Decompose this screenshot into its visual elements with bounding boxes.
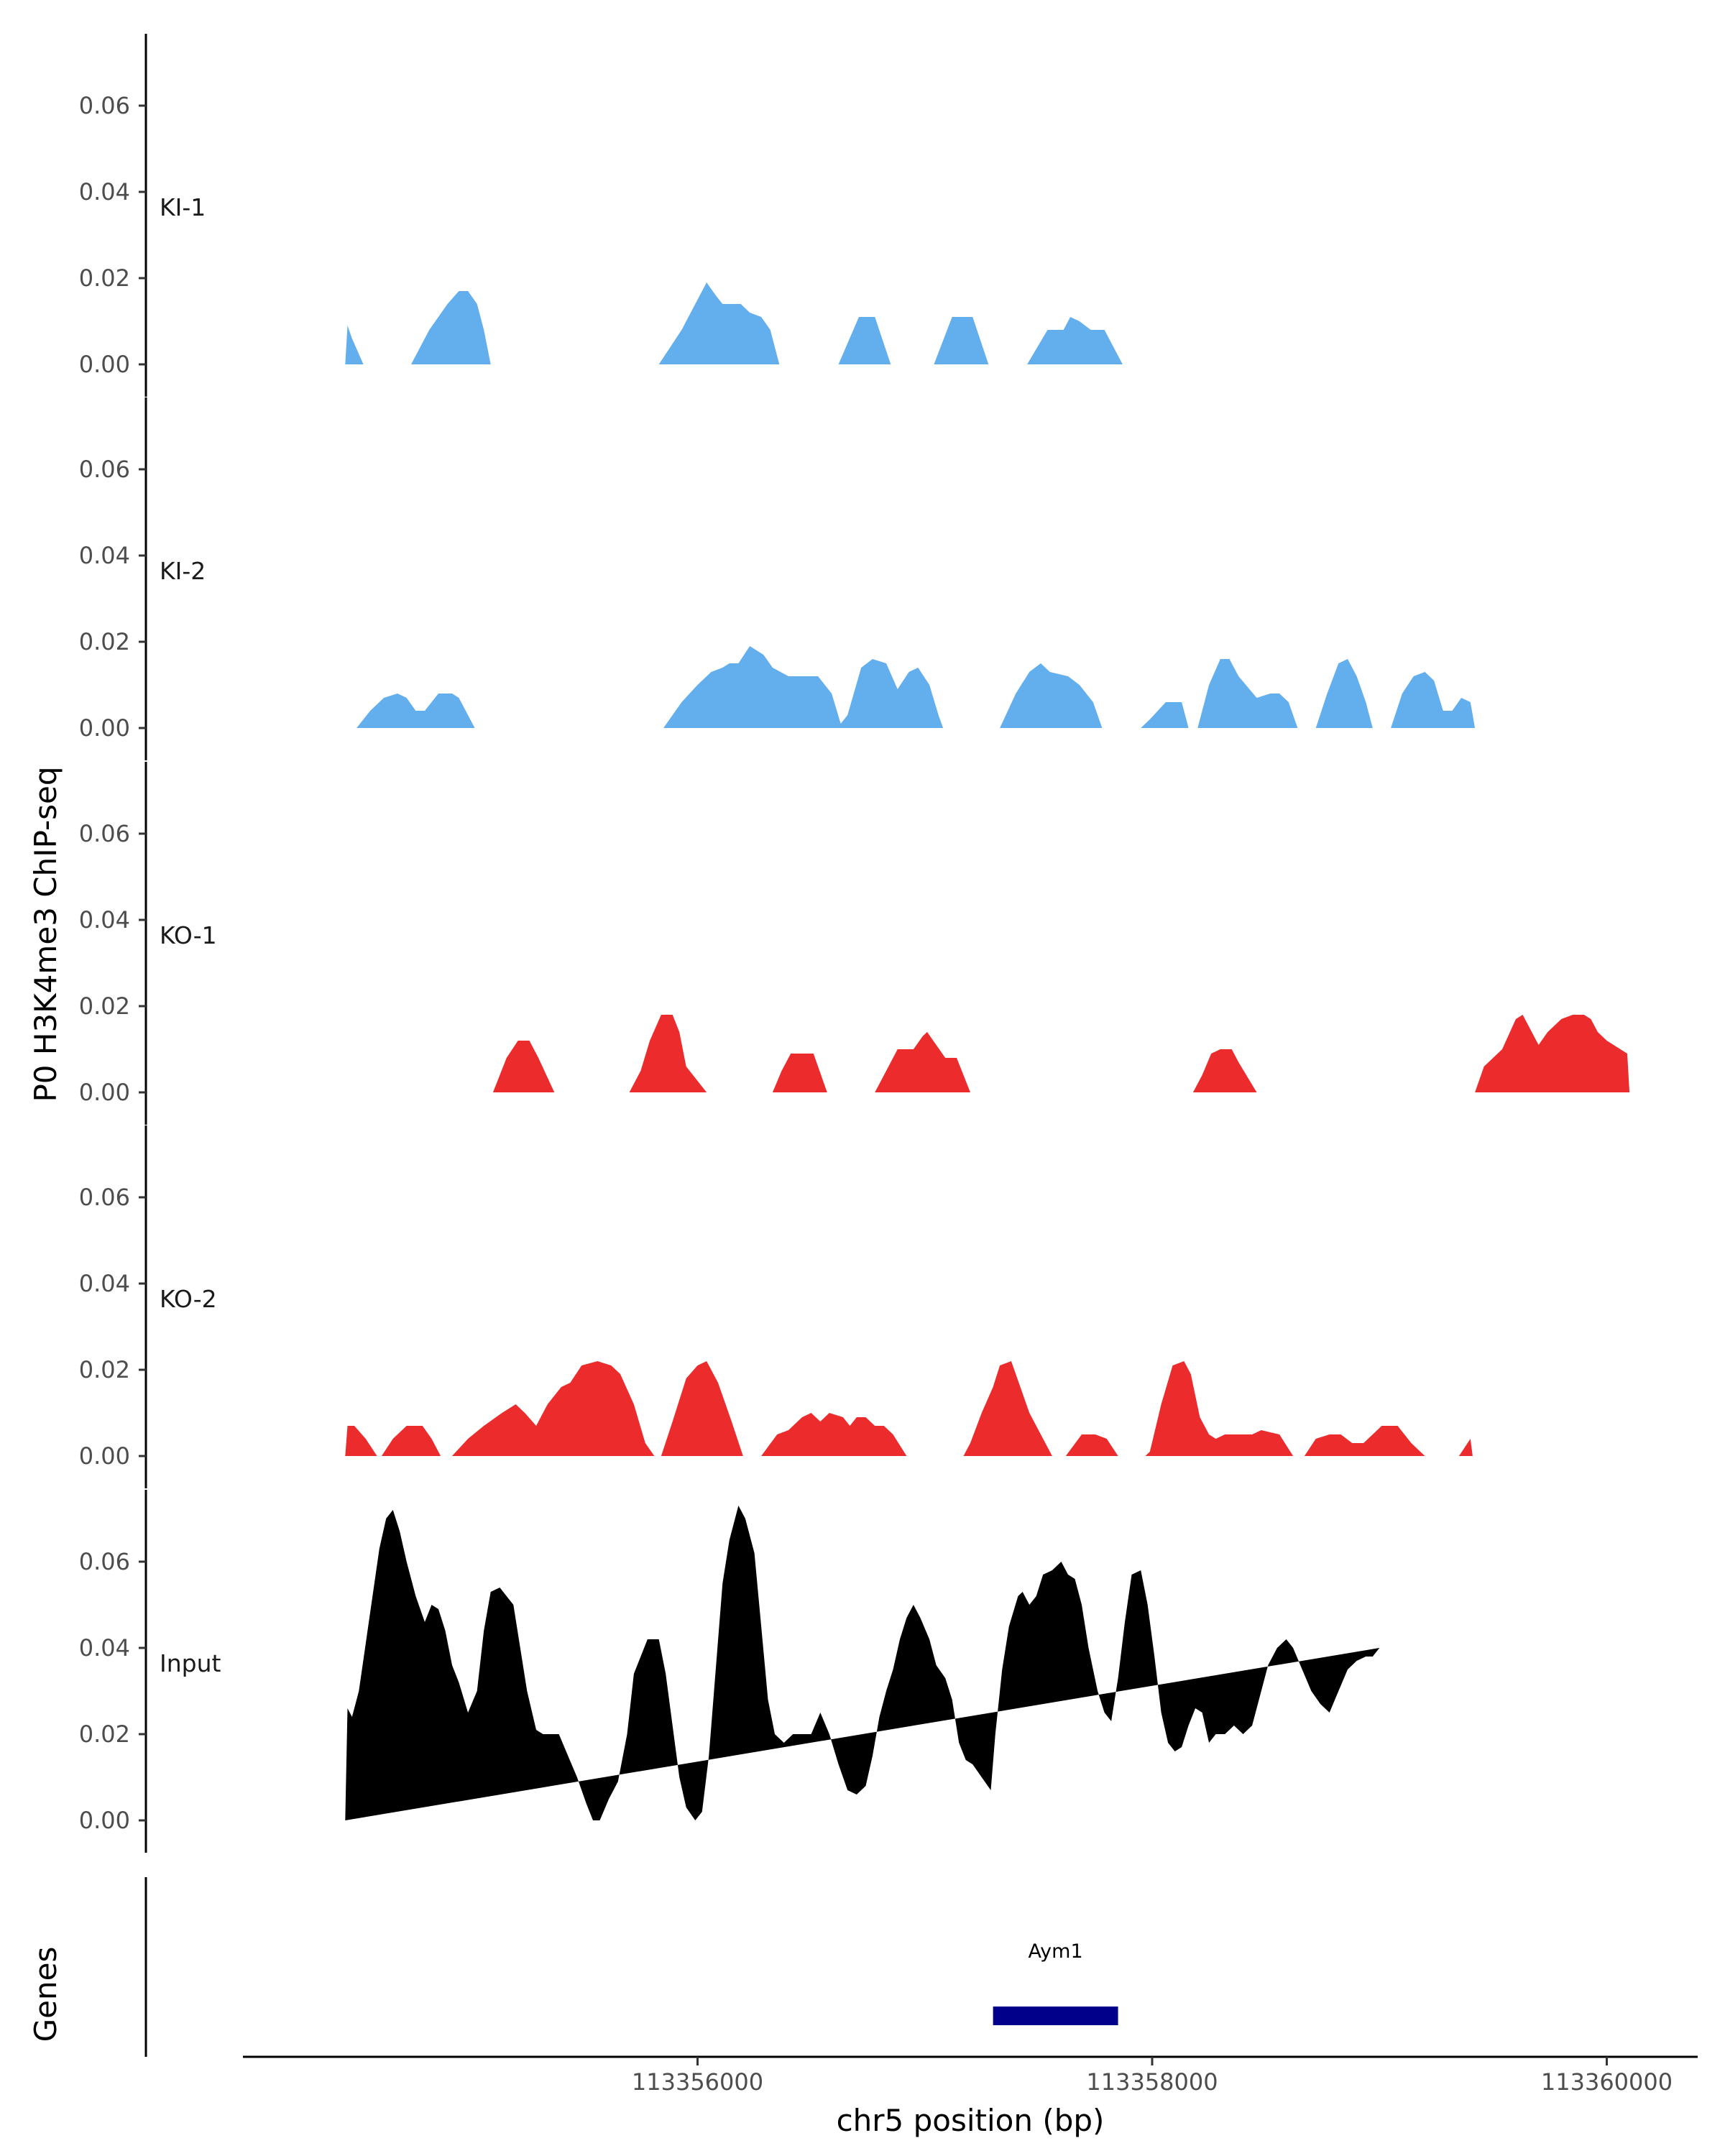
genes-track-label: Genes: [28, 1947, 63, 2042]
y-tick-label: 0.02: [79, 992, 130, 1020]
strand-arrow: [998, 2009, 1008, 2023]
track-label: KO-1: [160, 921, 217, 949]
track-label: KI-2: [160, 557, 206, 585]
x-axis: 113356000 113358000 113360000: [243, 2055, 1698, 2096]
track-label: KO-2: [160, 1285, 217, 1313]
signal-area-input: [345, 1506, 1380, 1820]
y-tick-label: 0.00: [79, 1807, 130, 1834]
x-tick-label: 113356000: [632, 2068, 763, 2096]
y-tick-label: 0.06: [79, 820, 130, 847]
genes-panel: Aym1: [144, 1877, 1118, 2057]
y-tick-label: 0.00: [79, 714, 130, 742]
y-tick-label: 0.04: [79, 542, 130, 569]
gene-label: Aym1: [1029, 1940, 1083, 1963]
y-tick-label: 0.00: [79, 351, 130, 378]
y-tick-label: 0.04: [79, 906, 130, 934]
signal-area-ki-2: [356, 646, 1476, 728]
x-tick-label: 113358000: [1086, 2068, 1218, 2096]
track-ko-2: 0.00 0.02 0.04 0.06 KO-2: [79, 1125, 1473, 1488]
signal-area-ki-1: [345, 282, 1123, 364]
y-tick-label: 0.06: [79, 92, 130, 119]
y-tick-label: 0.02: [79, 264, 130, 292]
y-tick-label: 0.00: [79, 1442, 130, 1470]
track-ko-1: 0.00 0.02 0.04 0.06 KO-1: [79, 762, 1630, 1125]
y-tick-label: 0.06: [79, 1548, 130, 1575]
track-ki-1: 0.00 0.02 0.04 0.06 KI-1: [79, 34, 1123, 397]
track-label: KI-1: [160, 193, 206, 221]
x-axis-title: chr5 position (bp): [837, 2103, 1105, 2138]
gene-aym1: Aym1: [993, 1940, 1118, 2025]
signal-area-ko-1: [492, 1015, 1630, 1092]
y-tick-label: 0.04: [79, 178, 130, 206]
y-tick-label: 0.00: [79, 1079, 130, 1106]
y-tick-label: 0.06: [79, 1184, 130, 1211]
y-tick-label: 0.02: [79, 1720, 130, 1748]
track-label: Input: [160, 1649, 221, 1677]
y-tick-label: 0.04: [79, 1270, 130, 1297]
y-tick-label: 0.06: [79, 456, 130, 483]
signal-tracks: 0.00 0.02 0.04 0.06 KI-1 0.00 0.02 0.04 0.06 KI-2…: [79, 34, 1630, 1853]
track-ki-2: 0.00 0.02 0.04 0.06 KI-2: [79, 397, 1476, 760]
y-axis-title: P0 H3K4me3 ChIP-seq: [28, 766, 63, 1102]
y-tick-label: 0.02: [79, 628, 130, 655]
y-tick-label: 0.04: [79, 1634, 130, 1662]
y-tick-label: 0.02: [79, 1356, 130, 1383]
signal-area-ko-2: [345, 1361, 1473, 1456]
gene-body: [993, 2007, 1118, 2025]
strand-arrow: [994, 2009, 1004, 2023]
x-tick-label: 113360000: [1541, 2068, 1673, 2096]
track-input: 0.00 0.02 0.04 0.06 Input: [79, 1490, 1380, 1853]
